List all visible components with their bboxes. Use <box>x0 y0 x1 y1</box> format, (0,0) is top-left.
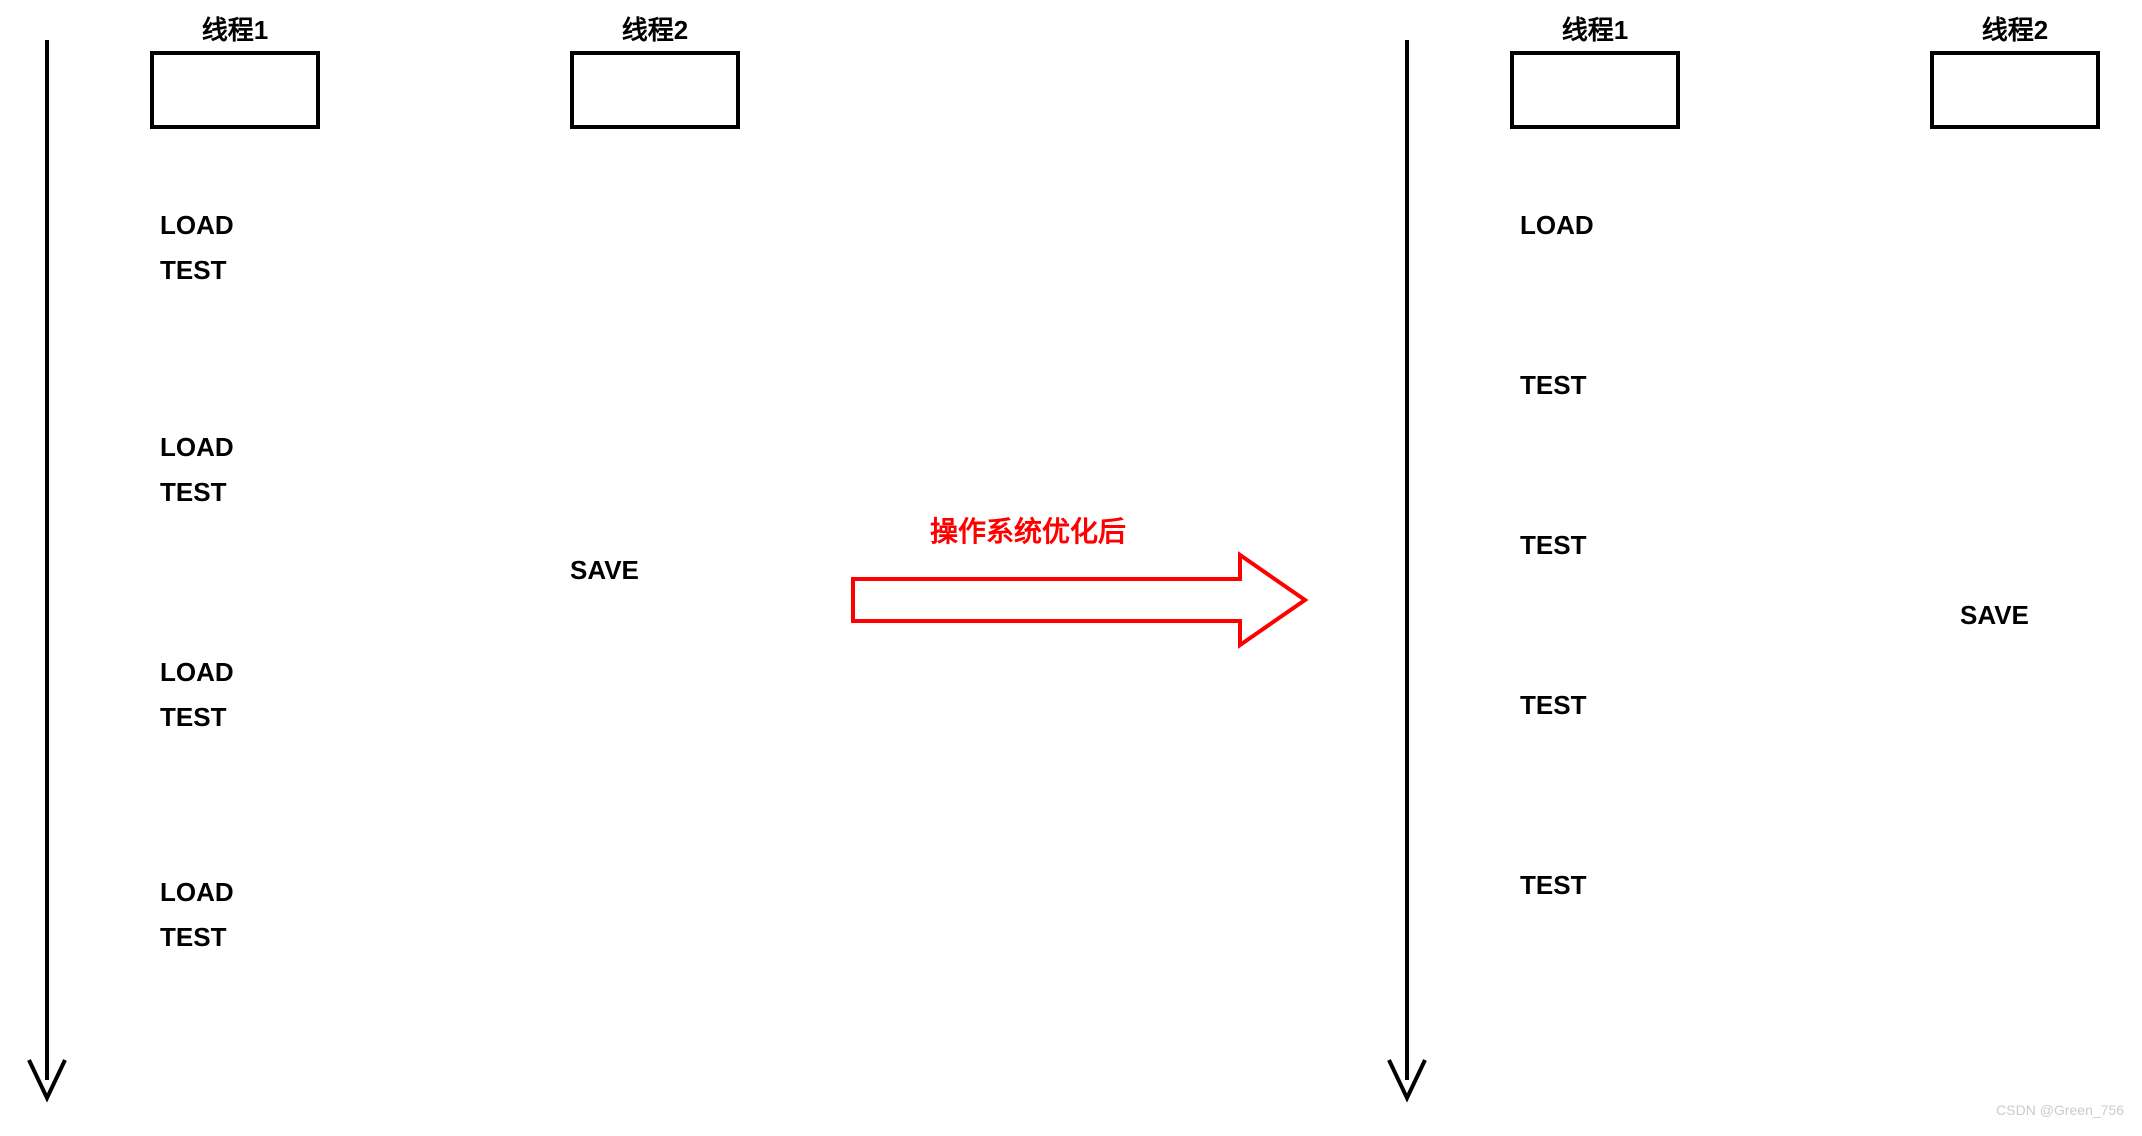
right-thread2-column: 线程2 <box>1925 10 2105 129</box>
op-label: LOAD <box>160 657 234 688</box>
op-label: LOAD <box>160 877 234 908</box>
left-thread1-column: 线程1 <box>145 10 325 129</box>
op-label: TEST <box>160 477 226 508</box>
center-arrow-label: 操作系统优化后 <box>930 510 1126 550</box>
left-thread1-box <box>150 51 320 129</box>
op-label: TEST <box>160 922 226 953</box>
left-thread2-column: 线程2 <box>565 10 745 129</box>
op-label: LOAD <box>160 210 234 241</box>
op-label: LOAD <box>160 432 234 463</box>
right-thread1-header: 线程1 <box>1505 10 1685 47</box>
op-label: TEST <box>160 255 226 286</box>
op-label: SAVE <box>570 555 639 586</box>
op-label: TEST <box>1520 690 1586 721</box>
op-label: TEST <box>1520 870 1586 901</box>
op-label: TEST <box>1520 530 1586 561</box>
right-thread1-box <box>1510 51 1680 129</box>
op-label: SAVE <box>1960 600 2029 631</box>
left-thread1-header: 线程1 <box>145 10 325 47</box>
right-thread2-box <box>1930 51 2100 129</box>
left-thread2-header: 线程2 <box>565 10 745 47</box>
op-label: LOAD <box>1520 210 1594 241</box>
op-label: TEST <box>1520 370 1586 401</box>
op-label: TEST <box>160 702 226 733</box>
left-thread2-box <box>570 51 740 129</box>
center-arrow-icon <box>850 550 1310 650</box>
right-thread1-column: 线程1 <box>1505 10 1685 129</box>
timeline-arrow-left <box>25 40 75 1120</box>
timeline-arrow-right <box>1385 40 1435 1120</box>
right-thread2-header: 线程2 <box>1925 10 2105 47</box>
watermark-text: CSDN @Green_756 <box>1996 1102 2124 1118</box>
